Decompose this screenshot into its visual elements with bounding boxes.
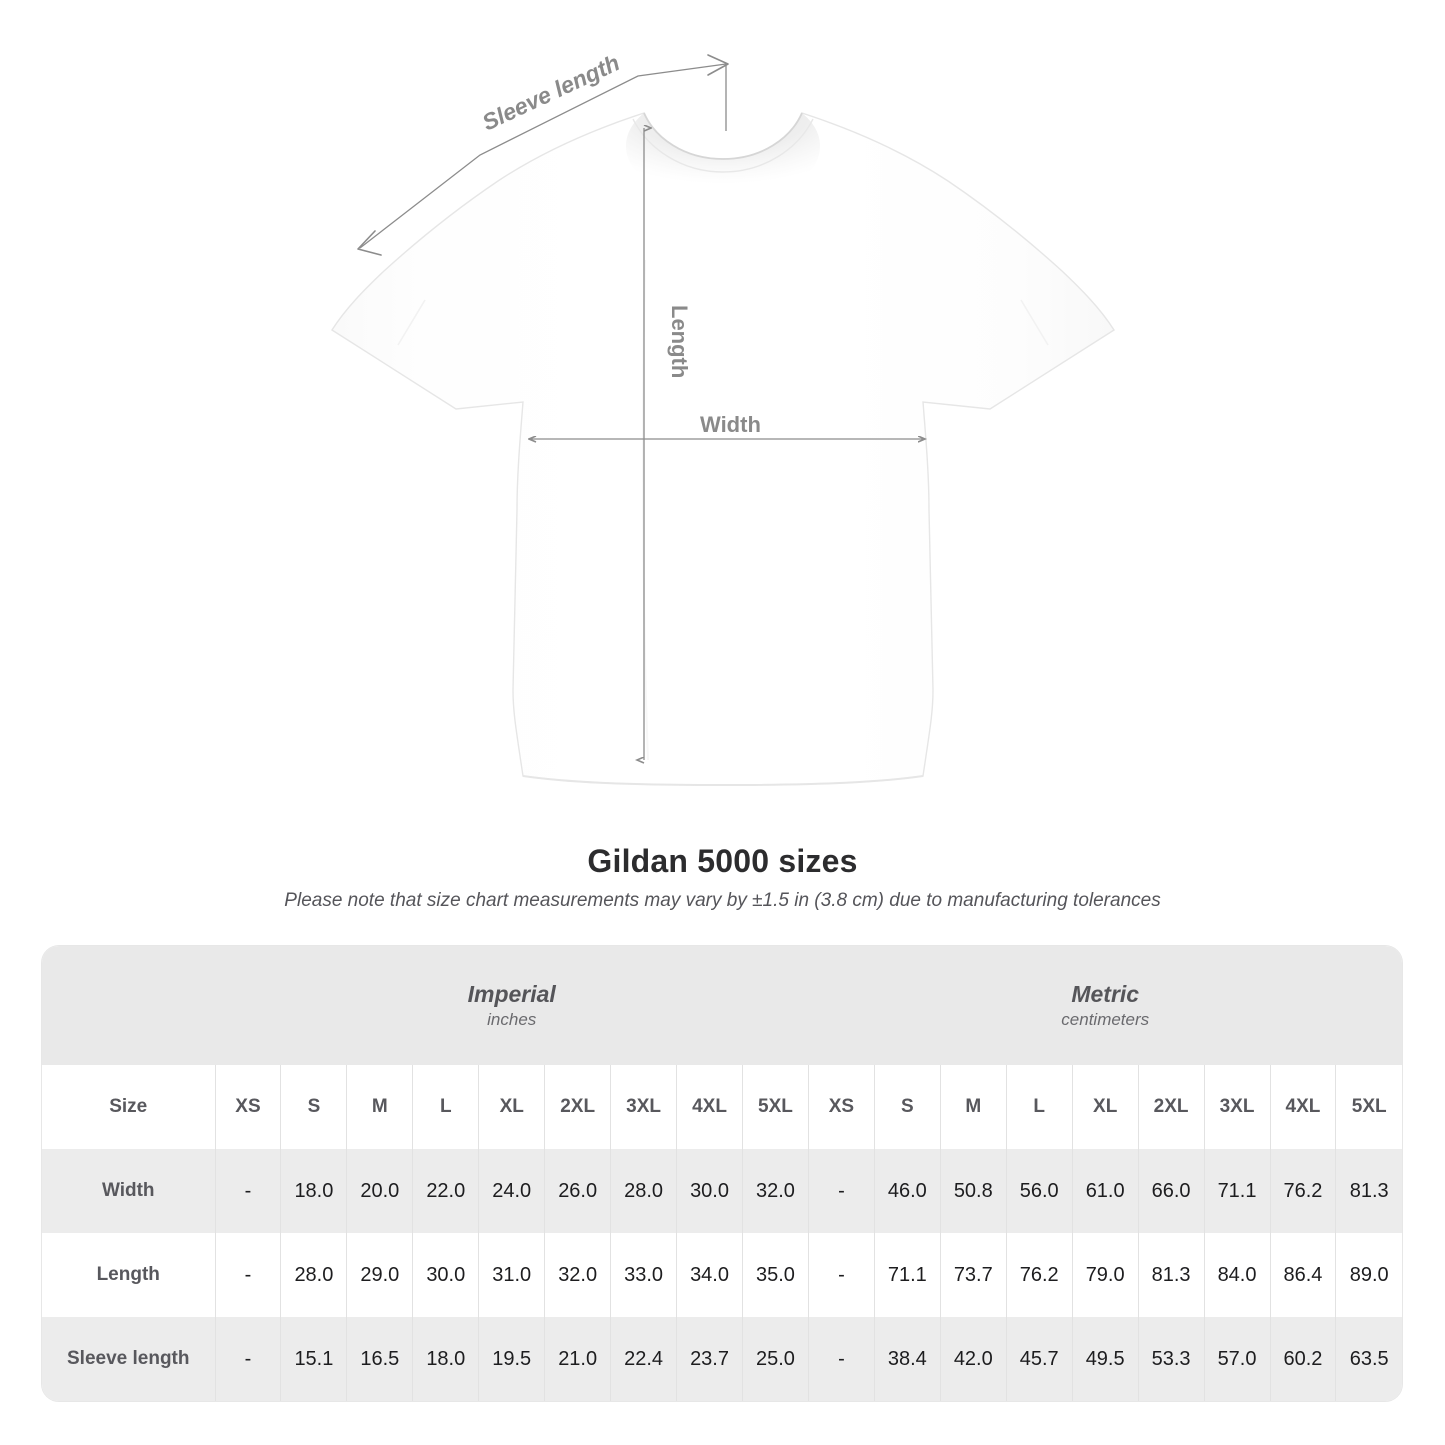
- svg-text:Sleeve length: Sleeve length: [478, 49, 623, 135]
- svg-text:Width: Width: [700, 412, 761, 437]
- svg-text:Length: Length: [667, 305, 692, 378]
